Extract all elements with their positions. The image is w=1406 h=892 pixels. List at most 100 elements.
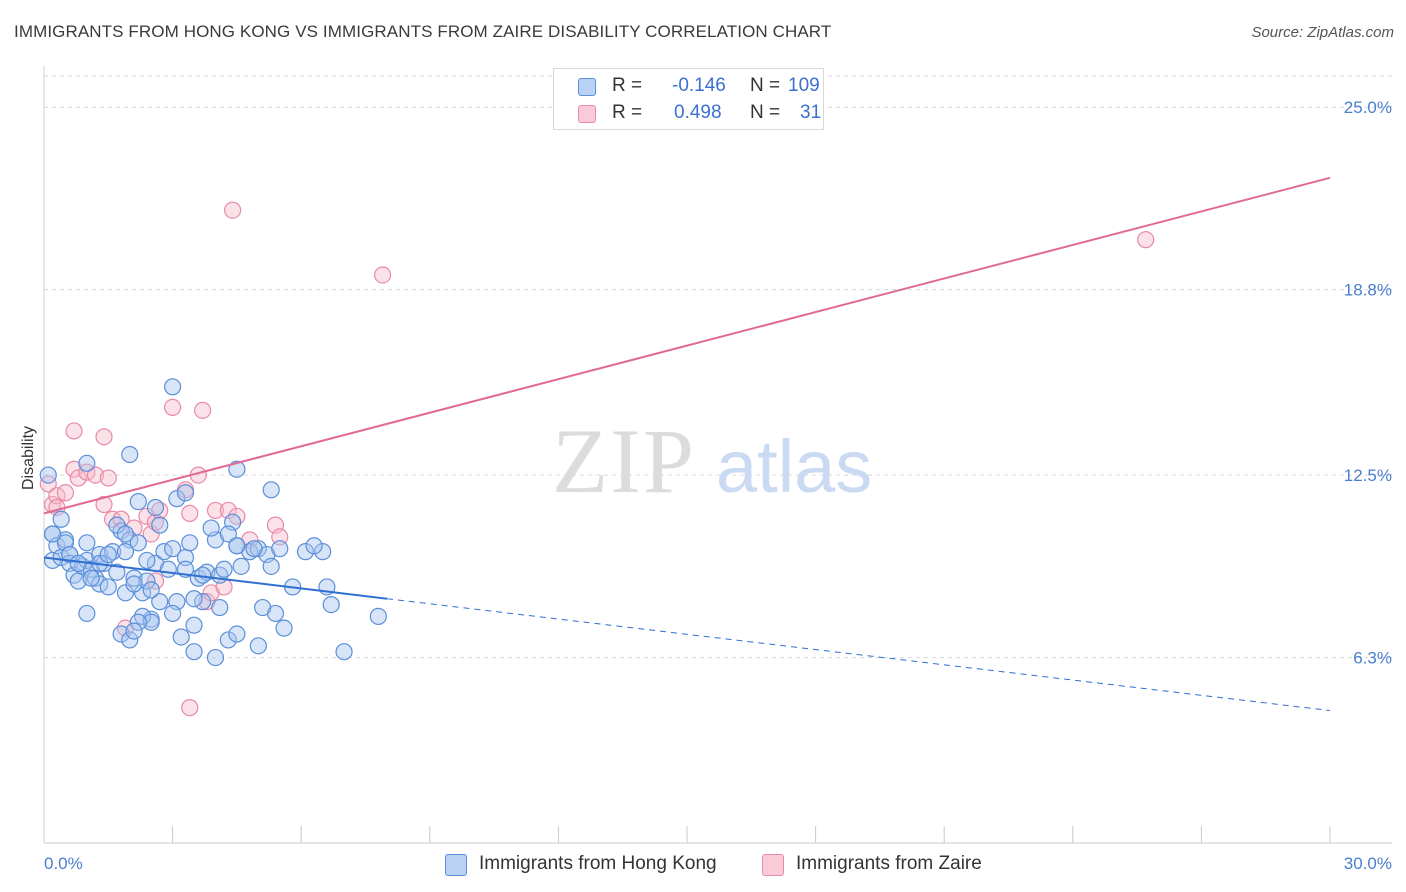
hongkong-point <box>121 631 139 649</box>
hongkong-point <box>99 578 117 596</box>
hongkong-point <box>185 590 203 608</box>
hongkong-point <box>202 519 220 537</box>
zaire-point <box>95 428 113 446</box>
hongkong-point <box>69 554 87 572</box>
hongkong-point <box>78 454 96 472</box>
zaire-point <box>1137 231 1155 249</box>
y-tick-labels: 6.3% 12.5% 18.8% 25.0% <box>1344 98 1392 667</box>
hongkong-point <box>172 628 190 646</box>
hongkong-point <box>245 540 263 558</box>
hongkong-point <box>305 537 323 555</box>
hongkong-point <box>219 525 237 543</box>
hongkong-point <box>129 534 147 552</box>
hongkong-point <box>168 490 186 508</box>
y-tick-label: 18.8% <box>1344 281 1392 300</box>
hongkong-point <box>108 563 126 581</box>
hongkong-point <box>275 619 293 637</box>
hongkong-point <box>43 525 62 543</box>
bottom-legend-swatch-hongkong <box>445 854 467 876</box>
hongkong-point <box>121 445 139 464</box>
legend-swatch-hongkong <box>578 78 596 96</box>
hongkong-point <box>206 648 225 667</box>
hongkong-point <box>181 534 199 552</box>
watermark: ZIP atlas <box>552 410 872 512</box>
zaire-trend-line <box>43 176 1331 515</box>
watermark-zip: ZIP <box>552 410 696 512</box>
zaire-point <box>65 422 83 440</box>
zaire-point <box>194 401 212 419</box>
y-tick-label: 12.5% <box>1344 466 1392 485</box>
legend-swatch-zaire <box>578 105 596 123</box>
hongkong-point <box>78 604 96 623</box>
zaire-point <box>164 398 182 417</box>
hongkong-point <box>249 540 267 558</box>
hongkong-point <box>164 540 182 558</box>
hongkong-point <box>125 569 143 587</box>
legend-r-value: -0.146 <box>672 75 726 96</box>
zaire-point <box>224 201 242 219</box>
hongkong-point <box>108 516 126 534</box>
hongkong-point <box>164 378 182 396</box>
hongkong-point <box>262 481 280 499</box>
hongkong-point <box>138 551 156 570</box>
y-axis-label: Disability <box>20 426 37 490</box>
watermark-atlas: atlas <box>716 425 872 508</box>
zaire-point <box>39 475 57 493</box>
hongkong-point <box>164 604 182 623</box>
hongkong-point <box>228 537 246 555</box>
source-label: Source: ZipAtlas.com <box>1251 24 1394 41</box>
hongkong-point <box>146 498 165 517</box>
hongkong-point <box>228 460 246 478</box>
y-tick-label: 6.3% <box>1353 649 1392 668</box>
zaire-point <box>56 484 75 502</box>
hongkong-trend-extension <box>386 598 1331 712</box>
hongkong-point <box>151 593 169 611</box>
grid-lines <box>43 66 1392 843</box>
hongkong-point <box>335 643 353 661</box>
hongkong-point <box>116 525 135 543</box>
x-tick-label-min: 0.0% <box>44 854 83 873</box>
hongkong-point <box>116 584 135 602</box>
bottom-legend-label-hongkong: Immigrants from Hong Kong <box>479 853 717 874</box>
hongkong-point <box>228 625 246 643</box>
hongkong-point <box>129 492 147 511</box>
hongkong-point <box>112 625 130 643</box>
hongkong-point <box>262 557 280 575</box>
zaire-point <box>86 466 105 484</box>
legend-r-label: R = <box>612 102 643 123</box>
hongkong-point <box>82 569 100 587</box>
hongkong-point <box>125 575 143 593</box>
hongkong-point <box>185 643 203 661</box>
hongkong-point <box>215 560 233 578</box>
hongkong-point <box>39 466 57 484</box>
hongkong-point <box>296 543 315 561</box>
legend-n-label: N = <box>750 75 781 96</box>
series-zaire-points <box>39 201 1155 717</box>
hongkong-point <box>219 631 237 649</box>
hongkong-point <box>185 616 203 634</box>
zaire-point <box>374 266 392 284</box>
hongkong-point <box>52 510 70 528</box>
hongkong-point <box>142 581 160 599</box>
hongkong-point <box>99 545 117 564</box>
hongkong-point <box>271 540 289 558</box>
correlation-legend: R = -0.146 N = 109 R = 0.498 N = 31 <box>553 68 824 130</box>
hongkong-point <box>314 543 332 561</box>
x-ticks <box>172 826 1331 843</box>
legend-n-value: 31 <box>800 102 822 123</box>
hongkong-point <box>159 560 177 578</box>
zaire-point <box>181 699 199 717</box>
hongkong-point <box>369 607 387 625</box>
hongkong-point <box>249 637 267 655</box>
hongkong-point <box>61 545 79 564</box>
hongkong-point <box>129 613 147 631</box>
hongkong-point <box>142 613 160 631</box>
zaire-point <box>99 469 117 487</box>
bottom-legend-label-zaire: Immigrants from Zaire <box>796 853 982 874</box>
zaire-point <box>95 495 113 514</box>
legend-n-label: N = <box>750 102 781 123</box>
hongkong-point <box>151 516 169 534</box>
hongkong-point <box>138 572 156 590</box>
hongkong-point <box>322 596 340 614</box>
